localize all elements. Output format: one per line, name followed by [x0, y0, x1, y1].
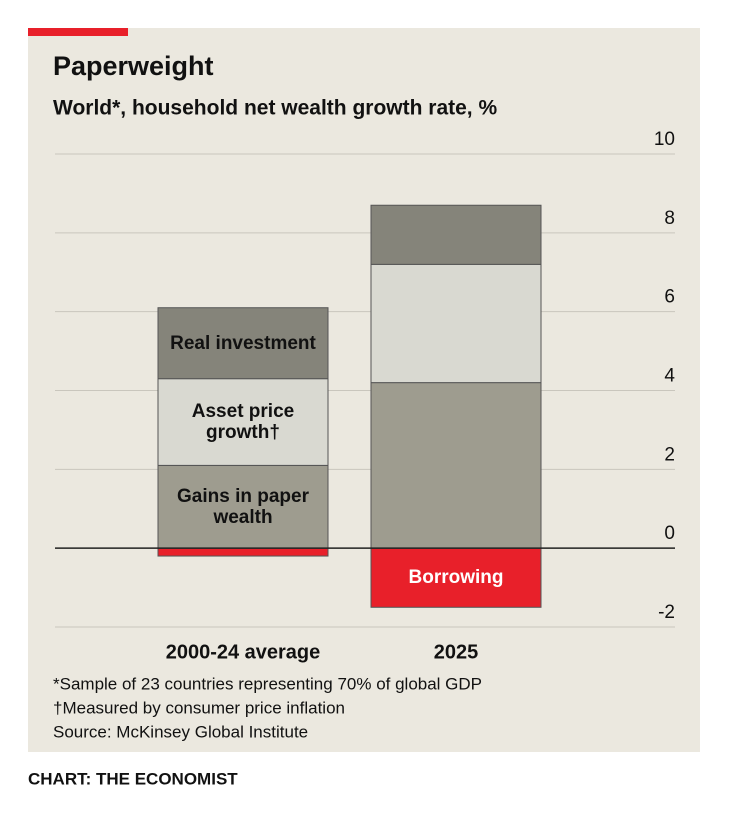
y-tick-label: 10 [654, 129, 675, 150]
segment-label: Borrowing [408, 567, 504, 589]
segment-label-box: Asset price growth† [191, 401, 295, 444]
y-tick-label: 2 [664, 444, 675, 465]
x-tick-label: 2025 [434, 641, 479, 663]
segment-label-box: Real investment [170, 332, 316, 354]
credit: CHART: THE ECONOMIST [28, 769, 238, 788]
segment-label: Asset price growth† [191, 401, 295, 444]
y-tick-label: 6 [664, 287, 675, 308]
source: Source: McKinsey Global Institute [53, 722, 308, 741]
bar-segment [157, 378, 329, 466]
segment-label: Gains in paper wealth [177, 485, 309, 528]
accent-bar [28, 28, 128, 36]
bar-segment [370, 204, 542, 265]
footnote: *Sample of 23 countries representing 70%… [53, 674, 482, 693]
y-tick-label: -2 [658, 602, 675, 623]
chart-title: Paperweight [53, 51, 214, 81]
chart-subtitle: World*, household net wealth growth rate… [53, 97, 497, 120]
x-tick-label: 2000-24 average [166, 641, 321, 663]
bar-segment [370, 547, 542, 608]
footnote: †Measured by consumer price inflation [53, 698, 345, 717]
segment-label-box: Gains in paper wealth [177, 485, 309, 528]
y-tick-label: 4 [664, 366, 675, 387]
segment-label-box: Borrowing [408, 567, 504, 589]
bar-segment [157, 307, 329, 380]
y-tick-label: 8 [664, 208, 675, 229]
bar-segment [157, 547, 329, 557]
segment-label: Real investment [170, 332, 316, 354]
bar-segment [370, 382, 542, 549]
y-tick-label: 0 [664, 523, 675, 544]
bar-segment [370, 263, 542, 384]
